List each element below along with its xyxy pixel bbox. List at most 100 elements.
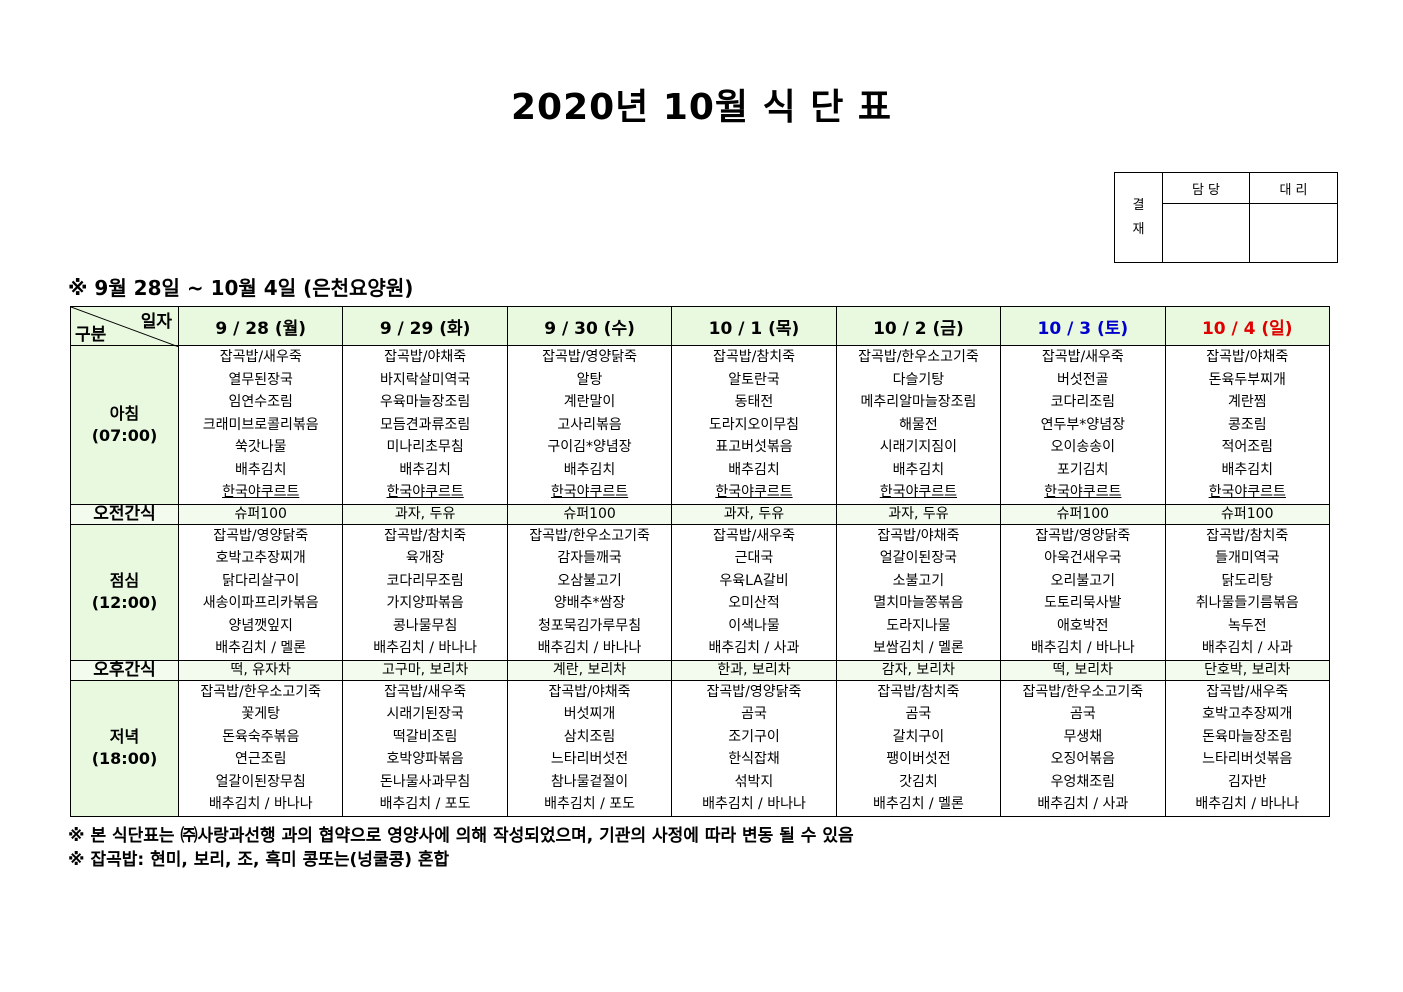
- menu-item: 김자반: [1227, 773, 1267, 790]
- dinner-cell: 잡곡밥/새우죽 호박고추장찌개 돈육마늘장조림 느타리버섯볶음 김자반 배추김치 / 바나…: [1164, 679, 1331, 817]
- menu-item: 배추김치 / 사과: [708, 640, 800, 656]
- approval-sign-manager[interactable]: [1162, 203, 1250, 263]
- menu-item: 소불고기: [892, 572, 945, 589]
- menu-item: 버섯찌개: [563, 706, 616, 722]
- menu-item: 포기김치: [1057, 461, 1109, 478]
- approval-label: 결 재: [1114, 172, 1163, 263]
- menu-item: 한국야쿠르트: [879, 484, 958, 500]
- day-header: 10 / 3 (토): [1000, 306, 1166, 346]
- menu-item: 도라지나물: [886, 617, 951, 634]
- menu-item: 열무된장국: [228, 371, 293, 388]
- menu-item: 새송이파프리카볶음: [202, 595, 319, 611]
- approval-label-2: 재: [1132, 221, 1145, 237]
- corner-date-label: 일자: [140, 312, 172, 332]
- menu-item: 잡곡밥/새우죽: [219, 349, 302, 365]
- menu-item: 곰국: [905, 706, 932, 722]
- am_snack-cell: 과자, 두유: [835, 503, 1002, 525]
- menu-item: 알토란국: [728, 371, 780, 388]
- lunch-row: 점심 (12:00) 잡곡밥/영양닭죽 호박고추장찌개 닭다리살구이 새송이파프리카볶음 양…: [70, 523, 1331, 661]
- menu-item: 콩조림: [1227, 416, 1267, 433]
- dinner-cell: 잡곡밥/한우소고기죽 곰국 무생채 오징어볶음 우엉채조림 배추김치 / 사과: [1000, 679, 1166, 817]
- lunch-cell: 잡곡밥/영양닭죽 호박고추장찌개 닭다리살구이 새송이파프리카볶음 양념깻잎지 배추김치 …: [177, 523, 344, 661]
- approval-box: 결 재 담 당 대 리: [1114, 172, 1338, 263]
- dinner-cell: 잡곡밥/새우죽 시래기된장국 떡갈비조림 호박양파볶음 돈나물사과무침 배추김치 / 포도: [342, 679, 508, 817]
- menu-item: 크래미브로콜리볶음: [202, 416, 319, 433]
- menu-item: 배추김치: [728, 461, 780, 478]
- menu-item: 잡곡밥/야채죽: [1206, 349, 1289, 365]
- menu-item: 시래기지짐이: [879, 439, 958, 455]
- lunch-cell: 잡곡밥/새우죽 근대국 우육LA갈비 오미산적 이색나물 배추김치 / 사과: [671, 523, 837, 661]
- menu-item: 갈치구이: [892, 728, 945, 745]
- menu-item: 코다리무조림: [386, 572, 464, 589]
- dinner-row: 저녁 (18:00) 잡곡밥/한우소고기죽 꽃게탕 돈육숙주볶음 연근조림 얼갈이된장무침 배…: [70, 679, 1331, 817]
- menu-item: 임연수조림: [228, 394, 293, 410]
- am_snack-cell: 슈퍼100: [177, 503, 344, 525]
- meal-time: (18:00): [91, 749, 158, 768]
- menu-item: 우육LA갈비: [719, 572, 789, 589]
- am-snack-row: 오전간식 슈퍼100 과자, 두유 슈퍼100 과자, 두유 과자, 두유 슈퍼100 슈퍼1…: [70, 503, 1331, 525]
- menu-item: 돈나물사과무침: [380, 773, 471, 790]
- menu-item: 양배추*쌈장: [553, 595, 626, 611]
- menu-item: 오미산적: [728, 595, 780, 611]
- menu-item: 참나물겉절이: [550, 773, 629, 790]
- menu-item: 한국야쿠르트: [1208, 484, 1286, 500]
- pm_snack-cell: 감자, 보리차: [835, 659, 1002, 681]
- lunch-cell: 잡곡밥/한우소고기죽 감자들깨국 오삼불고기 양배추*쌈장 청포묵김가루무침 배추김치 /…: [506, 523, 673, 661]
- menu-item: 얼갈이된장무침: [215, 773, 306, 790]
- am_snack-cell: 과자, 두유: [671, 503, 837, 525]
- am_snack-cell: 과자, 두유: [342, 503, 508, 525]
- day-header: 9 / 28 (월): [177, 306, 344, 346]
- breakfast-cell: 잡곡밥/야채죽 돈육두부찌개 계란찜 콩조림 적어조림 배추김치 한국야쿠르트: [1164, 345, 1331, 505]
- am_snack-cell: 슈퍼100: [1000, 503, 1166, 525]
- menu-item: 배추김치 / 바나나: [1030, 640, 1135, 656]
- menu-item: 배추김치 / 바나나: [537, 640, 642, 656]
- pm_snack-cell: 떡, 유자차: [177, 659, 344, 681]
- menu-item: 섞박지: [734, 773, 774, 790]
- lunch-cell: 잡곡밥/참치죽 들개미역국 닭도리탕 취나물들기름볶음 녹두전 배추김치 / 사과: [1164, 523, 1331, 661]
- menu-item: 한국야쿠르트: [386, 484, 464, 500]
- menu-item: 한국야쿠르트: [715, 484, 793, 500]
- menu-item: 곰국: [741, 706, 767, 722]
- menu-item: 배추김치: [1221, 461, 1274, 478]
- menu-item: 한식잡채: [728, 751, 780, 767]
- menu-item: 닭도리탕: [1221, 572, 1274, 589]
- am_snack-cell: 슈퍼100: [1164, 503, 1331, 525]
- menu-item: 미나리초무침: [386, 439, 464, 455]
- menu-item: 배추김치 / 멜론: [872, 796, 964, 812]
- approval-sign-deputy[interactable]: [1249, 203, 1338, 263]
- menu-item: 배추김치 / 포도: [544, 796, 635, 812]
- menu-item: 잡곡밥/야채죽: [548, 683, 631, 700]
- meal-name: 저녁: [109, 727, 140, 746]
- menu-item: 오리불고기: [1050, 572, 1116, 589]
- menu-item: 바지락살미역국: [380, 371, 471, 388]
- menu-item: 청포묵김가루무침: [538, 617, 642, 634]
- menu-item: 계란말이: [563, 394, 616, 410]
- day-header: 9 / 30 (수): [506, 306, 673, 346]
- menu-item: 연두부*양념장: [1040, 416, 1125, 433]
- note-2: ※ 잡곡밥: 현미, 보리, 조, 흑미 콩또는(넝쿨콩) 혼합: [68, 850, 450, 870]
- menu-item: 잡곡밥/참치죽: [877, 683, 960, 700]
- menu-item: 우육마늘장조림: [380, 394, 471, 410]
- breakfast-cell: 잡곡밥/새우죽 열무된장국 임연수조림 크래미브로콜리볶음 쑥갓나물 배추김치 한국야쿠르트: [177, 345, 344, 505]
- menu-item: 아욱건새우국: [1044, 550, 1122, 566]
- menu-item: 메추리알마늘장조림: [860, 394, 977, 410]
- menu-item: 동태전: [734, 394, 774, 410]
- menu-item: 떡갈비조림: [392, 728, 458, 745]
- pm_snack-cell: 계란, 보리차: [506, 659, 673, 681]
- meal-name: 점심: [109, 571, 140, 590]
- menu-item: 잡곡밥/한우소고기죽: [529, 527, 650, 544]
- note-1: ※ 본 식단표는 ㈜사랑과선행 과의 협약으로 영양사에 의해 작성되었으며, …: [68, 826, 854, 846]
- menu-item: 돈육마늘장조림: [1202, 728, 1293, 745]
- menu-item: 배추김치 / 포도: [379, 796, 471, 812]
- menu-item: 모듬견과류조림: [380, 416, 471, 433]
- meal-time: (12:00): [91, 593, 158, 612]
- dinner-cell: 잡곡밥/야채죽 버섯찌개 삼치조림 느타리버섯전 참나물겉절이 배추김치 / 포도: [506, 679, 673, 817]
- menu-item: 배추김치: [892, 461, 945, 478]
- diagonal-line: [71, 307, 179, 347]
- menu-item: 애호박전: [1057, 617, 1109, 634]
- menu-item: 한국야쿠르트: [1044, 484, 1122, 500]
- lunch-row-label: 점심 (12:00): [70, 523, 179, 661]
- approval-col-manager: 담 당: [1162, 172, 1250, 204]
- breakfast-cell: 잡곡밥/야채죽 바지락살미역국 우육마늘장조림 모듬견과류조림 미나리초무침 배추김치 한국…: [342, 345, 508, 505]
- breakfast-cell: 잡곡밥/한우소고기죽 다슬기탕 메추리알마늘장조림 해물전 시래기지짐이 배추김치 한국야쿠…: [835, 345, 1002, 505]
